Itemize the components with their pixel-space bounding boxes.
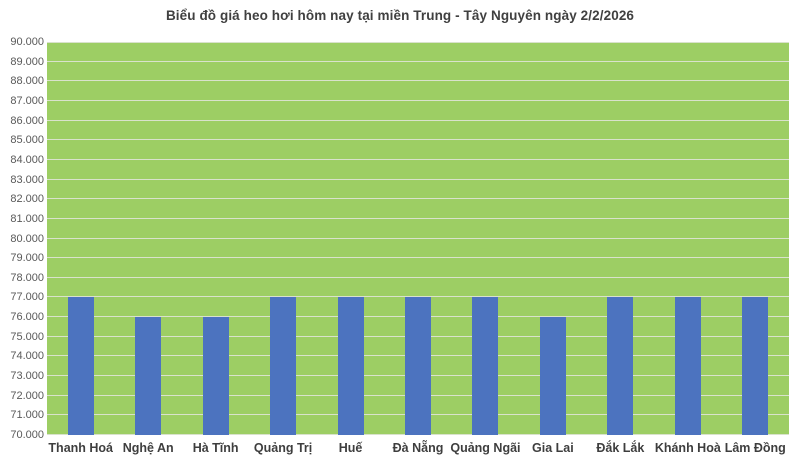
- y-tick-label: 87.000: [10, 94, 44, 107]
- bar: [539, 317, 566, 435]
- chart-title: Biểu đồ giá heo hơi hôm nay tại miền Tru…: [165, 8, 635, 23]
- x-category-label: Đắk Lắk: [596, 441, 645, 455]
- gridline: [47, 179, 789, 180]
- x-category-label: Gia Lai: [532, 441, 574, 455]
- plot-area: [47, 42, 789, 435]
- bar: [742, 297, 769, 435]
- bar: [607, 297, 634, 435]
- y-tick-label: 83.000: [10, 173, 44, 186]
- x-category-label: Quảng Ngãi: [450, 441, 521, 455]
- bar: [405, 297, 431, 435]
- gridline: [47, 100, 789, 101]
- y-tick-label: 82.000: [10, 193, 44, 206]
- x-category-label: Huế: [338, 441, 363, 455]
- x-category-label: Quảng Trị: [253, 441, 313, 455]
- y-tick-label: 73.000: [10, 370, 44, 383]
- y-tick-label: 85.000: [10, 134, 44, 147]
- gridline: [47, 277, 789, 278]
- x-category-label: Hà Tĩnh: [192, 441, 239, 455]
- gridline: [47, 218, 789, 219]
- gridline: [47, 296, 789, 297]
- y-tick-label: 90.000: [10, 36, 44, 48]
- y-tick-label: 80.000: [10, 232, 44, 245]
- y-tick-label: 72.000: [10, 389, 44, 402]
- y-tick-label: 74.000: [10, 350, 44, 363]
- y-tick-label: 86.000: [10, 114, 44, 127]
- x-category-label: Khánh Hoà: [654, 441, 721, 455]
- bar: [270, 297, 297, 435]
- y-tick-label: 77.000: [10, 291, 44, 304]
- y-tick-label: 75.000: [10, 330, 44, 343]
- gridline: [47, 42, 789, 43]
- y-tick-label: 71.000: [10, 409, 44, 422]
- x-category-label: Thanh Hoá: [48, 441, 114, 455]
- gridline: [47, 198, 789, 199]
- gridline: [47, 139, 789, 140]
- gridline: [47, 61, 789, 62]
- bar: [202, 317, 229, 435]
- gridline: [47, 257, 789, 258]
- gridline: [47, 80, 789, 81]
- gridline: [47, 159, 789, 160]
- bar: [67, 297, 94, 435]
- y-tick-label: 89.000: [10, 55, 44, 68]
- y-tick-label: 78.000: [10, 271, 44, 284]
- y-tick-label: 81.000: [10, 212, 44, 225]
- bar: [135, 317, 162, 435]
- gridline: [47, 238, 789, 239]
- x-category-label: Lâm Đồng: [724, 441, 786, 455]
- bar: [674, 297, 701, 435]
- y-tick-label: 79.000: [10, 252, 44, 265]
- y-tick-label: 84.000: [10, 153, 44, 166]
- bar: [472, 297, 499, 435]
- x-category-label: Đà Nẵng: [392, 441, 444, 455]
- y-tick-label: 70.000: [10, 429, 44, 441]
- y-tick-label: 88.000: [10, 75, 44, 88]
- gridline: [47, 120, 789, 121]
- y-tick-label: 76.000: [10, 311, 44, 324]
- x-category-label: Nghệ An: [122, 441, 174, 455]
- bar: [337, 297, 364, 435]
